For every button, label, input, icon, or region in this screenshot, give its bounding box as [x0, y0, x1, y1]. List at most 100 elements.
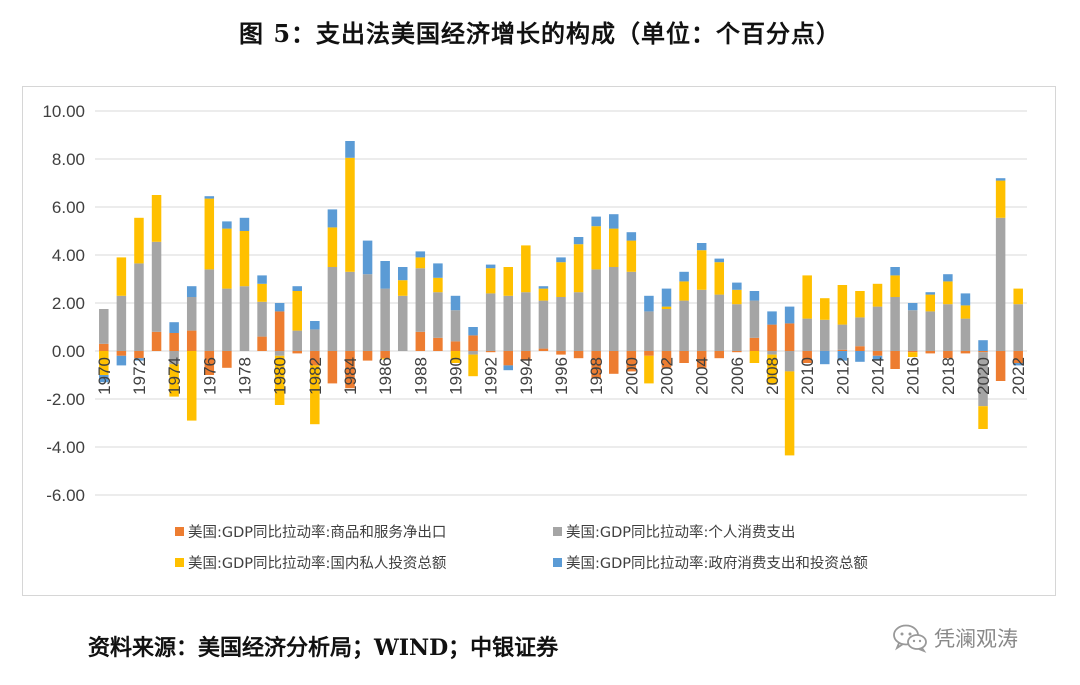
bar-segment — [661, 309, 672, 351]
bar-segment — [872, 351, 883, 356]
bar-segment — [99, 375, 109, 383]
x-tick-label: 2002 — [658, 357, 677, 395]
bar-segment — [433, 337, 443, 351]
bar-segment — [292, 330, 302, 351]
bar-segment — [907, 351, 918, 353]
bar-segment — [960, 318, 971, 351]
legend-swatch — [175, 527, 184, 536]
bar-segment — [626, 351, 637, 372]
bar-segment — [573, 351, 584, 359]
bar-segment — [749, 291, 760, 301]
x-tick-label: 1994 — [517, 357, 536, 395]
bar-segment — [960, 305, 971, 319]
bar-segment — [714, 351, 725, 359]
bar-segment — [943, 304, 953, 351]
y-tick-label: -6.00 — [46, 486, 85, 505]
bar-segment — [925, 311, 936, 351]
bar-segment — [925, 292, 936, 295]
bar-segment — [521, 292, 531, 351]
x-tick-label: 1972 — [130, 357, 149, 395]
bar-segment — [99, 351, 109, 375]
bar-segment — [239, 217, 250, 231]
bar-segment — [503, 365, 513, 371]
bar-segment — [855, 351, 865, 362]
bar-segment — [872, 306, 883, 351]
bar-segment — [116, 355, 127, 366]
bar-segment — [749, 337, 760, 351]
bar-segment — [415, 268, 426, 332]
bar-segment — [890, 267, 900, 276]
bar-segment — [820, 351, 830, 365]
bar-segment — [380, 288, 390, 351]
bar-segment — [837, 324, 848, 350]
bar-segment — [116, 295, 127, 351]
wechat-icon — [893, 624, 927, 653]
y-tick-label: -2.00 — [46, 390, 85, 409]
y-tick-label: 6.00 — [52, 198, 85, 217]
bar-segment — [749, 351, 760, 363]
bar-segment — [696, 243, 707, 251]
legend-swatch — [553, 527, 562, 536]
bar-segment — [696, 351, 707, 368]
bar-segment — [415, 257, 426, 269]
bar-segment — [907, 303, 918, 311]
bar-segment — [890, 297, 900, 351]
bar-segment — [872, 355, 883, 361]
watermark-text: 凭澜观涛 — [934, 627, 1018, 651]
bar-segment — [978, 406, 988, 429]
bar-segment — [151, 241, 162, 332]
chart-title: 图 5：支出法美国经济增长的构成（单位：个百分点） — [238, 19, 842, 48]
x-tick-label: 1980 — [271, 357, 290, 395]
bar-segment — [485, 268, 496, 294]
bar-segment — [573, 237, 584, 245]
x-tick-label: 2020 — [974, 357, 993, 395]
bar-segment — [468, 351, 478, 355]
x-tick-label: 1998 — [587, 357, 606, 395]
bar-segment — [943, 281, 953, 305]
x-tick-label: 1974 — [165, 357, 184, 395]
bar-segment — [450, 341, 461, 351]
bar-segment — [116, 257, 127, 296]
bar-segment — [626, 271, 637, 351]
bar-segment — [960, 293, 971, 306]
bar-segment — [1013, 288, 1023, 305]
bar-segment — [767, 311, 777, 325]
bar-segment — [503, 267, 513, 296]
bar-segment — [626, 232, 637, 241]
bar-segment — [134, 217, 144, 264]
bar-segment — [907, 310, 918, 351]
bar-segment — [872, 283, 883, 307]
legend-swatch — [175, 558, 184, 567]
bar-segment — [134, 263, 144, 351]
bar-segment — [855, 291, 865, 318]
bar-segment — [151, 331, 162, 351]
bar-segment — [1013, 363, 1023, 366]
bar-segment — [679, 300, 689, 351]
bar-segment — [257, 275, 267, 284]
bar-segment — [679, 271, 689, 282]
bar-segment — [978, 340, 988, 351]
x-tick-label: 1976 — [200, 357, 219, 395]
bar-segment — [327, 267, 338, 351]
bar-segment — [538, 288, 549, 301]
bar-segment — [222, 228, 232, 289]
bar-segment — [292, 351, 302, 354]
bar-segment — [644, 351, 654, 356]
bar-segment — [784, 371, 795, 456]
bar-segment — [362, 274, 373, 351]
x-tick-label: 1988 — [411, 357, 430, 395]
bar-segment — [714, 258, 725, 263]
bar-segment — [292, 291, 302, 331]
bar-segment — [784, 323, 795, 351]
bar-segment — [714, 262, 725, 295]
bar-segment — [538, 286, 549, 289]
legend-label: 美国:GDP同比拉动率:商品和服务净出口 — [188, 524, 446, 541]
bar-segment — [380, 358, 390, 360]
bar-segment — [274, 355, 285, 405]
bar-segment — [433, 292, 443, 338]
bar-segment — [820, 298, 830, 320]
bar-segment — [995, 180, 1006, 218]
bar-segment — [556, 351, 566, 355]
x-tick-label: 1984 — [341, 357, 360, 395]
x-tick-label: 2004 — [693, 357, 712, 395]
